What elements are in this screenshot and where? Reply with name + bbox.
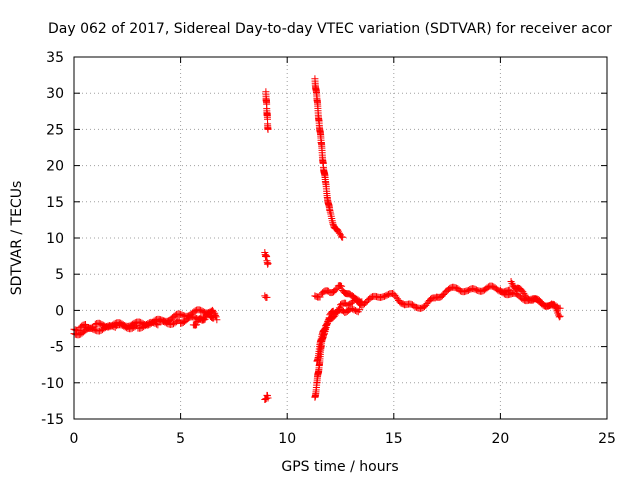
data-point: [200, 316, 208, 324]
series-group: [311, 282, 515, 312]
data-point: [520, 289, 528, 297]
data-point: [339, 233, 347, 241]
data-point: [151, 319, 159, 327]
y-tick-label: -5: [50, 340, 64, 356]
data-point: [131, 323, 139, 331]
data-point: [97, 326, 105, 334]
data-point: [144, 319, 152, 327]
x-tick-label: 0: [70, 431, 79, 447]
data-point: [264, 125, 272, 133]
y-axis-label: SDTVAR / TECUs: [9, 181, 25, 296]
data-point: [351, 307, 359, 315]
grid-lines: [74, 57, 607, 419]
x-tick-label: 20: [491, 431, 509, 447]
data-points: [70, 75, 564, 403]
y-tick-label: 25: [46, 122, 64, 138]
data-point: [323, 319, 331, 327]
data-point: [316, 293, 324, 301]
y-tick-label: 35: [46, 50, 64, 66]
data-point: [262, 395, 270, 403]
data-point: [556, 312, 564, 320]
data-point: [332, 286, 340, 294]
x-tick-label: 10: [278, 431, 296, 447]
series-group: [189, 309, 221, 329]
axis-ticks: 0 5 10 15 20 25 -15 -10 -5 0 5 10 15 20 25 30 35: [41, 50, 616, 447]
x-axis-label: GPS time / hours: [281, 459, 398, 475]
data-point: [150, 319, 158, 327]
data-point: [160, 318, 168, 326]
data-point: [168, 320, 176, 328]
x-tick-label: 5: [176, 431, 185, 447]
data-point: [264, 394, 272, 402]
data-point: [103, 323, 111, 331]
y-tick-label: 0: [55, 303, 64, 319]
y-tick-label: -10: [41, 376, 64, 392]
data-point: [337, 282, 344, 290]
y-tick-label: -15: [41, 412, 64, 428]
data-point: [334, 226, 342, 234]
data-point: [555, 313, 563, 321]
chart-title: Day 062 of 2017, Sidereal Day-to-day VTE…: [48, 21, 612, 37]
data-point: [356, 306, 364, 314]
data-point: [551, 302, 558, 310]
series-group: [261, 292, 271, 302]
data-point: [551, 303, 559, 311]
data-point: [349, 305, 357, 313]
y-tick-label: 10: [46, 231, 64, 247]
data-point: [508, 279, 516, 287]
series-group: [311, 75, 347, 241]
series-group: [262, 88, 272, 133]
data-point: [213, 316, 221, 324]
data-point: [142, 320, 150, 328]
data-point: [338, 282, 346, 290]
data-point: [137, 324, 145, 332]
y-tick-label: 5: [55, 267, 64, 283]
data-point: [161, 318, 169, 326]
data-point: [193, 321, 201, 329]
data-point: [154, 321, 162, 329]
data-point: [205, 309, 213, 317]
data-point: [118, 321, 126, 329]
data-point: [211, 312, 219, 320]
data-point: [335, 229, 343, 237]
data-point: [121, 323, 129, 331]
data-point: [162, 319, 170, 327]
data-point: [110, 323, 118, 331]
data-point: [335, 304, 343, 312]
series-group: [261, 391, 272, 403]
data-point: [201, 315, 209, 323]
x-tick-label: 15: [385, 431, 403, 447]
y-tick-label: 15: [46, 195, 64, 211]
data-point: [334, 306, 342, 314]
data-point: [264, 259, 272, 267]
series-group: [313, 295, 366, 365]
series-group: [496, 286, 564, 321]
x-tick-label: 25: [598, 431, 616, 447]
data-point: [263, 293, 271, 301]
data-point: [209, 308, 217, 316]
y-tick-label: 20: [46, 159, 64, 175]
data-point: [101, 324, 109, 332]
data-point: [120, 322, 128, 330]
series-group: [261, 248, 272, 268]
data-point: [212, 313, 220, 321]
data-point: [325, 314, 333, 322]
y-tick-label: 30: [46, 86, 64, 102]
